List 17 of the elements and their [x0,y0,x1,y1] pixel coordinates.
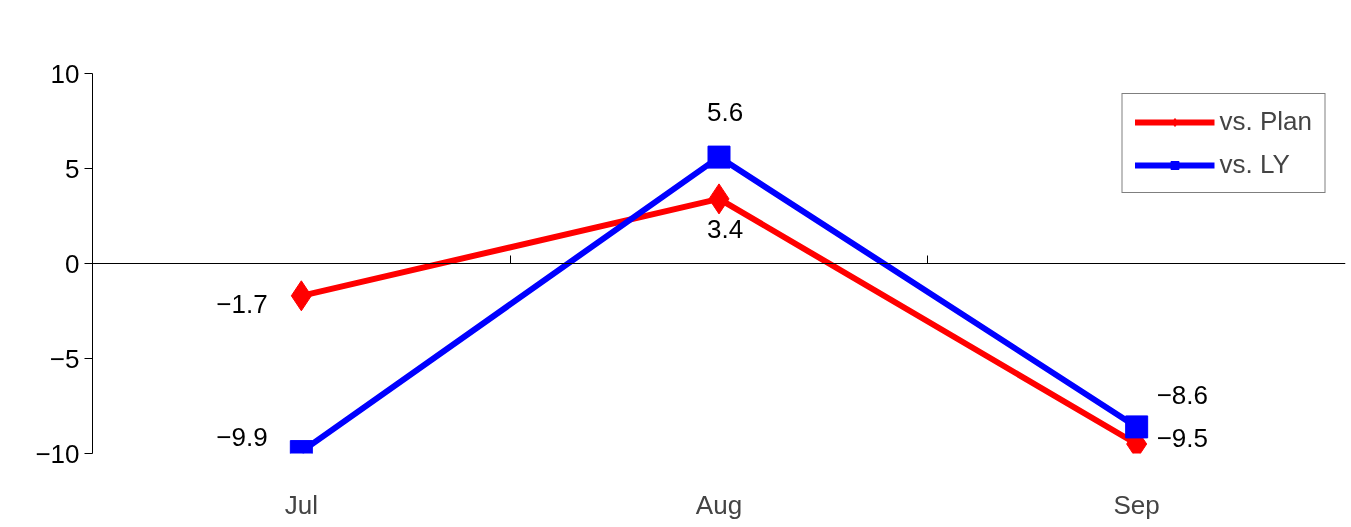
data-label: −1.7 [216,288,268,319]
y-tick-label: −5 [49,343,80,374]
x-tick-label: Sep [1113,489,1160,520]
y-tick-label: 0 [65,248,80,279]
data-label: −9.9 [216,421,268,452]
y-tick-label: 5 [65,153,80,184]
y-tick-label: −10 [35,438,80,469]
y-tick-label: 10 [50,58,80,89]
data-label: 3.4 [707,213,744,244]
data-label: −8.6 [1156,379,1208,410]
data-label: −9.5 [1156,423,1208,453]
point [707,145,731,169]
x-tick-label: Jul [284,489,318,520]
legend-label: vs. Plan [1219,106,1312,137]
x-tick-label: Aug [695,489,743,520]
data-label: 5.6 [707,97,744,128]
legend-label: vs. LY [1219,149,1290,180]
